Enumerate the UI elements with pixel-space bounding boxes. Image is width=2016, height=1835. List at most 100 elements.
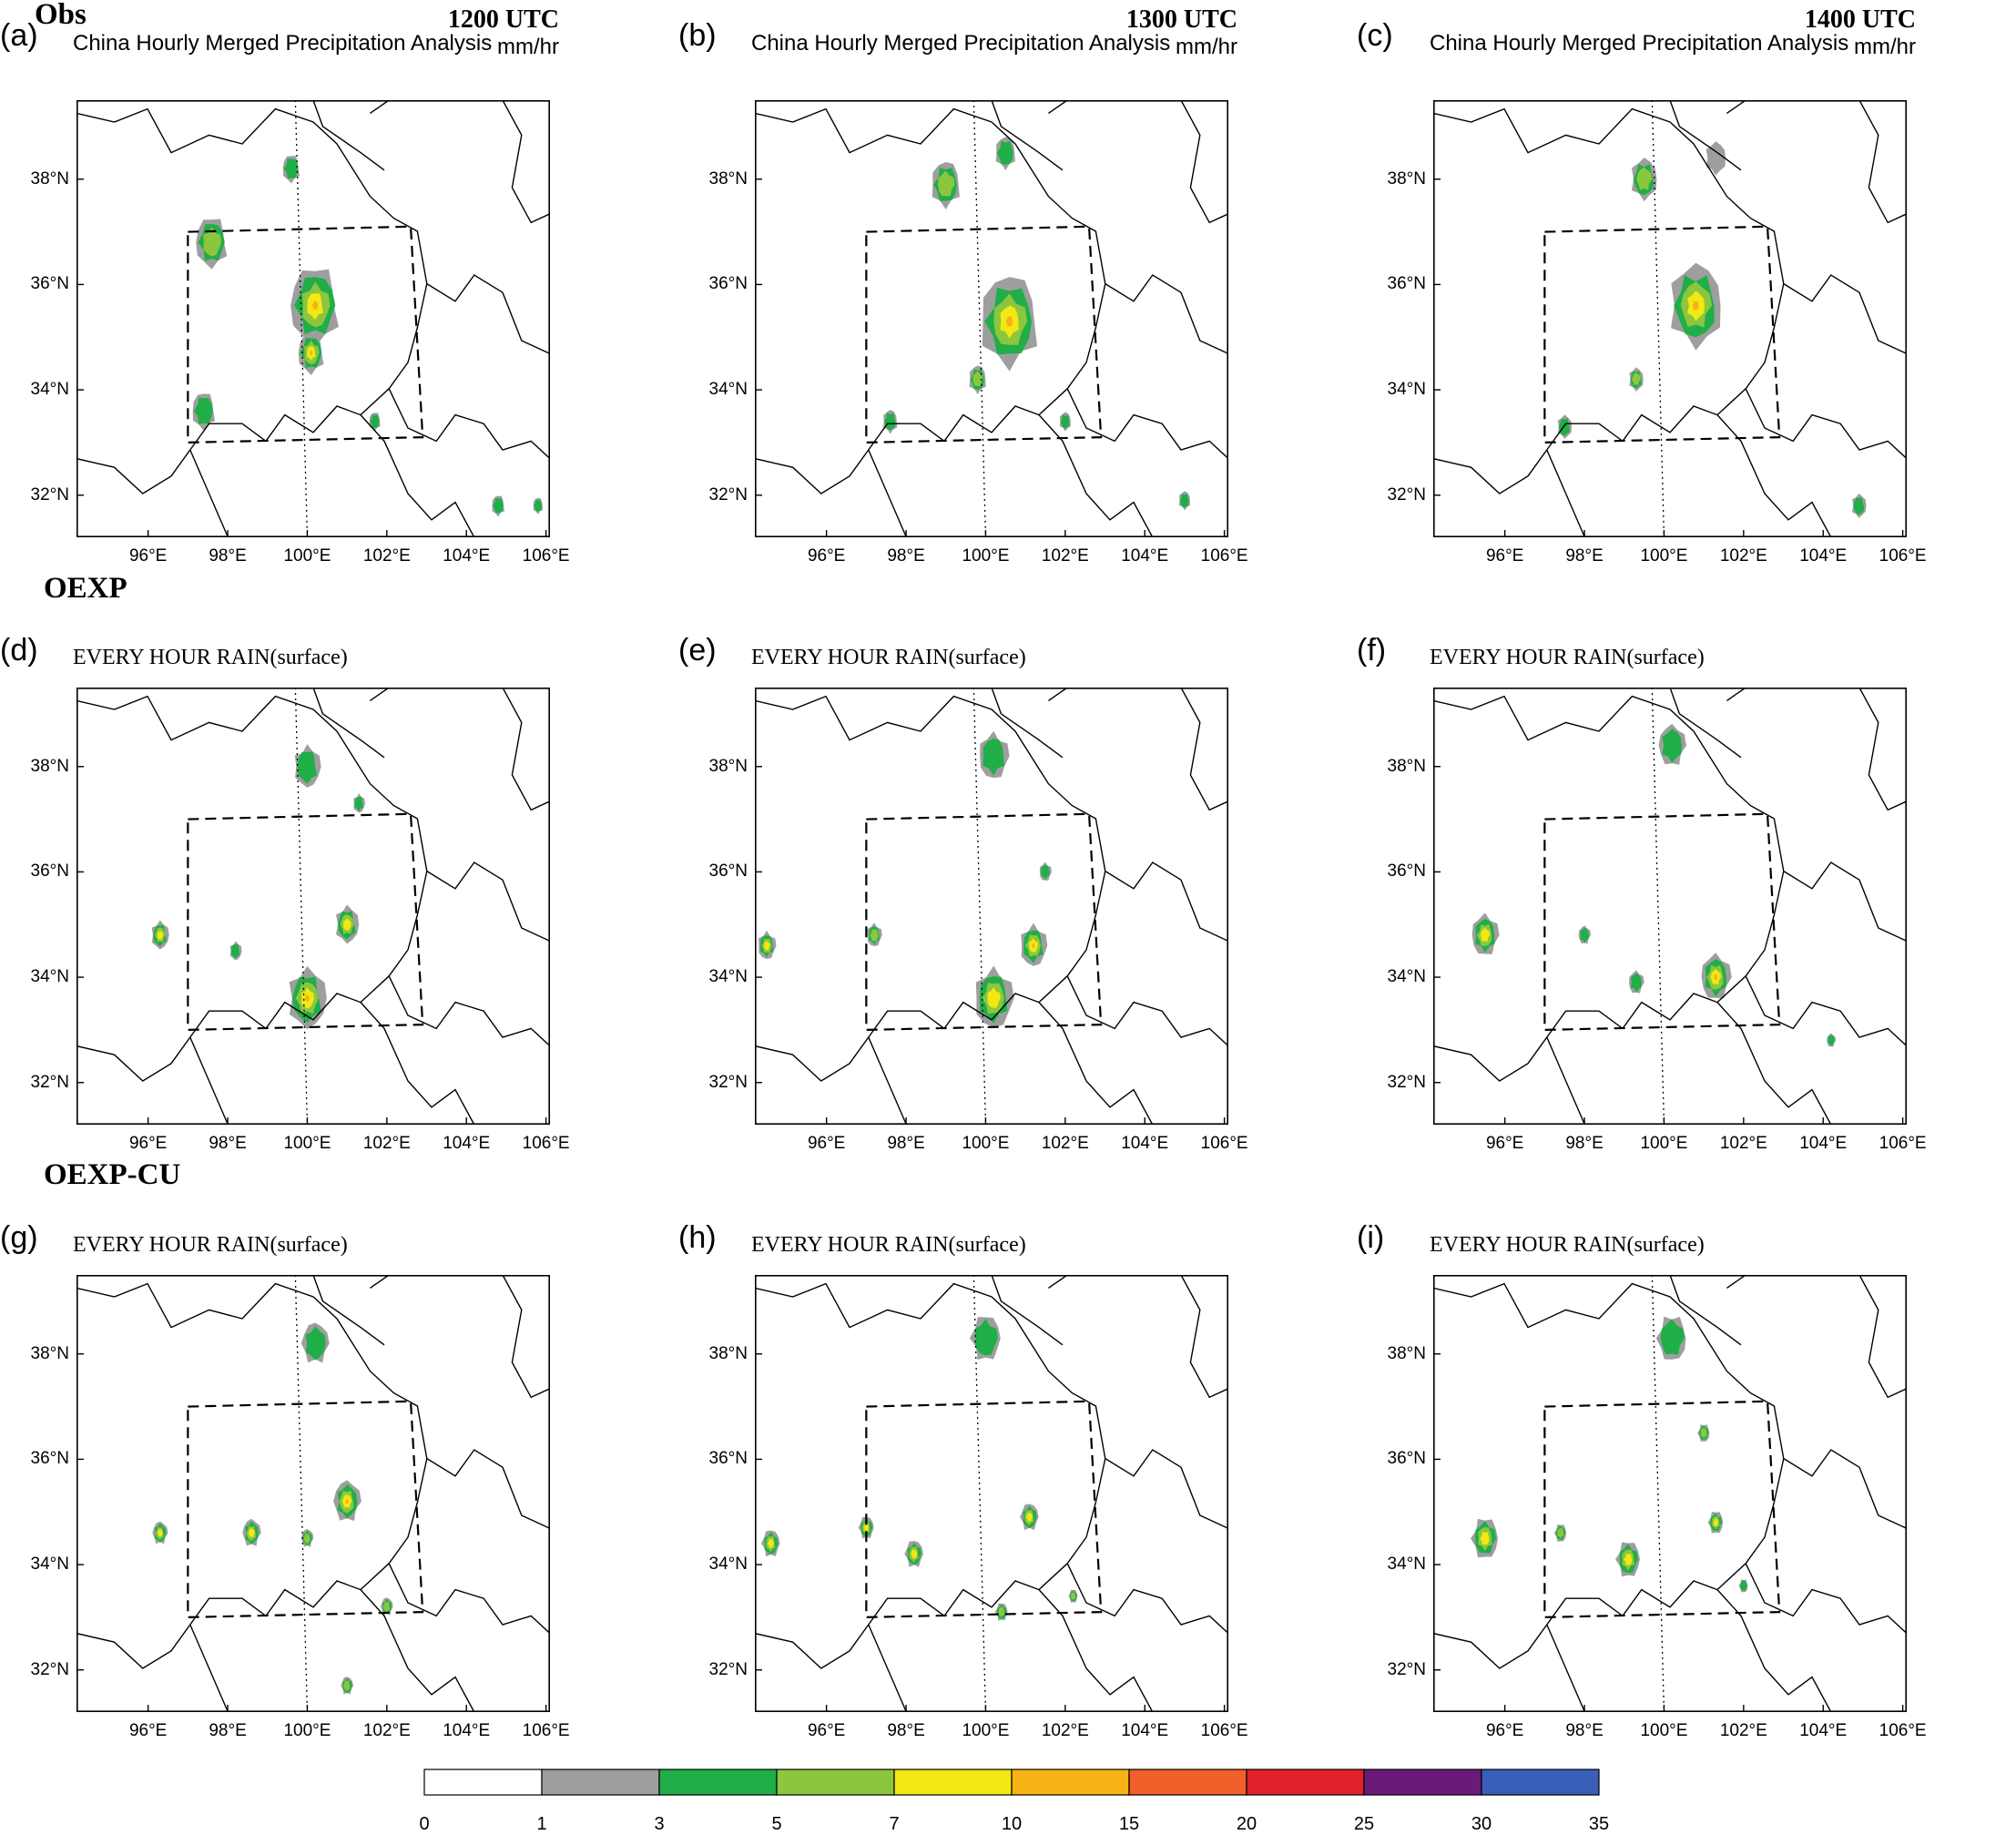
longitude-tick-label: 98°E — [209, 1134, 247, 1153]
longitude-tick-label: 98°E — [1565, 546, 1604, 566]
valid-time: 1200 UTC — [447, 5, 559, 34]
valid-time: 1400 UTC — [1804, 5, 1916, 34]
longitude-tick-label: 96°E — [807, 546, 846, 566]
latitude-tick-label: 36°N — [30, 1449, 69, 1469]
latitude-tick-label: 34°N — [1387, 1555, 1426, 1575]
longitude-tick-label: 106°E — [522, 1721, 570, 1740]
colorbar-segment — [893, 1769, 1013, 1796]
map-panel: (e) EVERY HOUR RAIN(surface) 32°N 34°N 36°N 3… — [678, 606, 1316, 1153]
latitude-tick-label: 36°N — [708, 274, 748, 294]
longitude-tick-label: 96°E — [807, 1134, 846, 1153]
colorbar-segment — [541, 1769, 660, 1796]
longitude-tick-label: 102°E — [1719, 546, 1767, 566]
precipitation-map — [76, 688, 550, 1125]
colorbar-segment — [1481, 1769, 1600, 1796]
panel-label: (a) — [0, 18, 38, 53]
longitude-tick-label: 98°E — [887, 1134, 925, 1153]
longitude-tick-label: 104°E — [1799, 1134, 1848, 1153]
panel-label: (g) — [0, 1220, 38, 1255]
longitude-tick-label: 98°E — [1565, 1721, 1604, 1740]
units-label: mm/hr — [497, 35, 559, 59]
longitude-tick-label: 96°E — [128, 1721, 168, 1740]
longitude-tick-label: 96°E — [128, 1134, 168, 1153]
latitude-tick-label: 34°N — [30, 967, 69, 987]
panel-title: EVERY HOUR RAIN(surface) — [1430, 646, 1705, 669]
latitude-tick-label: 32°N — [708, 1072, 748, 1092]
longitude-tick-label: 96°E — [807, 1721, 846, 1740]
colorbar-segment — [776, 1769, 895, 1796]
colorbar-tick-label: 7 — [889, 1814, 900, 1834]
colorbar-segment — [658, 1769, 778, 1796]
latitude-tick-label: 38°N — [1387, 756, 1426, 776]
longitude-tick-label: 106°E — [522, 546, 570, 566]
latitude-tick-label: 38°N — [30, 1343, 69, 1363]
longitude-tick-label: 98°E — [887, 1721, 925, 1740]
latitude-tick-label: 36°N — [708, 861, 748, 882]
latitude-tick-label: 38°N — [708, 168, 748, 189]
panel-label: (h) — [678, 1220, 717, 1255]
colorbar-tick-label: 1 — [536, 1814, 547, 1834]
longitude-tick-label: 102°E — [362, 1134, 411, 1153]
longitude-tick-label: 104°E — [443, 1134, 491, 1153]
longitude-tick-label: 102°E — [362, 546, 411, 566]
longitude-tick-label: 98°E — [209, 1721, 247, 1740]
longitude-tick-label: 98°E — [209, 546, 247, 566]
longitude-tick-label: 106°E — [1200, 546, 1248, 566]
panel-title: EVERY HOUR RAIN(surface) — [751, 646, 1026, 669]
colorbar-tick-label: 5 — [771, 1814, 782, 1834]
latitude-tick-label: 36°N — [1387, 861, 1426, 882]
latitude-tick-label: 36°N — [30, 861, 69, 882]
latitude-tick-label: 34°N — [30, 380, 69, 400]
map-panel: (b) China Hourly Merged Precipitation Ana… — [678, 5, 1316, 566]
map-panel: (h) EVERY HOUR RAIN(surface) 32°N 34°N 36°N 3… — [678, 1193, 1316, 1740]
colorbar — [423, 1769, 1600, 1800]
longitude-tick-label: 100°E — [1640, 1134, 1688, 1153]
longitude-tick-label: 102°E — [362, 1721, 411, 1740]
panel-title: EVERY HOUR RAIN(surface) — [751, 1233, 1026, 1257]
longitude-tick-label: 104°E — [1121, 1134, 1169, 1153]
valid-time: 1300 UTC — [1125, 5, 1237, 34]
longitude-tick-label: 104°E — [1799, 1721, 1848, 1740]
precipitation-map — [755, 100, 1228, 537]
longitude-tick-label: 96°E — [1485, 1134, 1524, 1153]
precipitation-map — [76, 100, 550, 537]
latitude-tick-label: 36°N — [1387, 274, 1426, 294]
colorbar-segment — [1363, 1769, 1482, 1796]
precipitation-map — [1433, 688, 1907, 1125]
latitude-tick-label: 36°N — [1387, 1449, 1426, 1469]
longitude-tick-label: 106°E — [522, 1134, 570, 1153]
panel-title: China Hourly Merged Precipitation Analys… — [73, 31, 493, 56]
latitude-tick-label: 34°N — [1387, 380, 1426, 400]
latitude-tick-label: 34°N — [30, 1555, 69, 1575]
longitude-tick-label: 98°E — [887, 546, 925, 566]
latitude-tick-label: 32°N — [708, 1659, 748, 1679]
latitude-tick-label: 38°N — [1387, 1343, 1426, 1363]
colorbar-tick-label: 20 — [1236, 1814, 1257, 1834]
longitude-tick-label: 100°E — [962, 1134, 1010, 1153]
latitude-tick-label: 36°N — [708, 1449, 748, 1469]
precipitation-map — [1433, 1275, 1907, 1712]
units-label: mm/hr — [1854, 35, 1916, 59]
colorbar-segment — [423, 1769, 543, 1796]
longitude-tick-label: 96°E — [1485, 546, 1524, 566]
longitude-tick-label: 102°E — [1041, 1721, 1089, 1740]
colorbar-tick-label: 30 — [1471, 1814, 1492, 1834]
colorbar-tick-label: 0 — [419, 1814, 430, 1834]
longitude-tick-label: 104°E — [1121, 1721, 1169, 1740]
row-title: OEXP — [44, 572, 127, 605]
longitude-tick-label: 100°E — [283, 1721, 331, 1740]
longitude-tick-label: 104°E — [443, 1721, 491, 1740]
map-panel: (c) China Hourly Merged Precipitation Ana… — [1357, 5, 1994, 566]
latitude-tick-label: 38°N — [30, 756, 69, 776]
longitude-tick-label: 100°E — [1640, 546, 1688, 566]
longitude-tick-label: 102°E — [1041, 546, 1089, 566]
panel-title: China Hourly Merged Precipitation Analys… — [1430, 31, 1849, 56]
colorbar-segment — [1246, 1769, 1365, 1796]
panel-label: (f) — [1357, 633, 1387, 668]
precipitation-map — [76, 1275, 550, 1712]
latitude-tick-label: 32°N — [1387, 1659, 1426, 1679]
map-panel: (f) EVERY HOUR RAIN(surface) 32°N 34°N 36°N 3… — [1357, 606, 1994, 1153]
longitude-tick-label: 96°E — [128, 546, 168, 566]
map-panel: (g) EVERY HOUR RAIN(surface) 32°N 34°N 36°N 3… — [0, 1193, 637, 1740]
longitude-tick-label: 104°E — [1121, 546, 1169, 566]
